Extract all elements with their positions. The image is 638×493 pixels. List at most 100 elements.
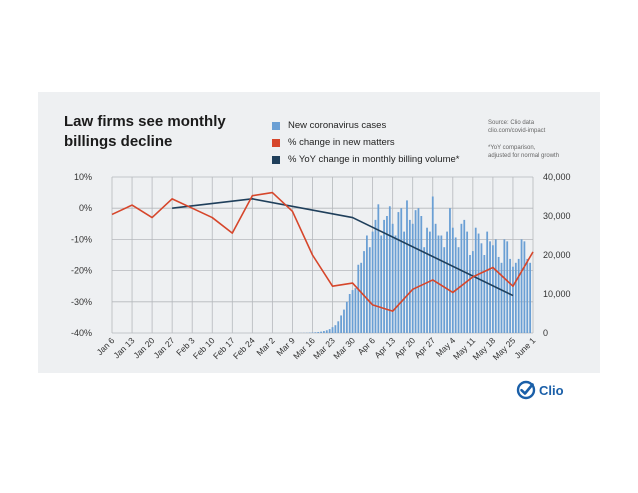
case-bar: [397, 212, 400, 333]
case-bar: [317, 332, 320, 333]
case-bar: [331, 327, 334, 333]
case-bar: [443, 247, 446, 333]
case-bar: [520, 239, 523, 333]
case-bar: [411, 223, 414, 333]
x-axis-tick-label: Jan 13: [111, 335, 136, 360]
left-axis-tick-label: -30%: [71, 297, 92, 307]
chart-title-line-2: billings decline: [64, 133, 173, 150]
x-axis-tick-label: Apr 27: [412, 335, 437, 360]
new-matters-line: [111, 191, 534, 312]
case-bar: [523, 241, 526, 333]
source-line-1: Source: Clio data: [488, 120, 535, 126]
case-bar: [471, 251, 474, 333]
right-axis-tick-label: 10,000: [543, 289, 571, 299]
case-bar: [451, 227, 454, 333]
case-bar: [388, 206, 391, 333]
source-line-2: clio.com/covid-impact: [488, 128, 546, 134]
x-axis-tick-label: Jan 27: [151, 335, 176, 360]
x-axis-tick-label: Feb 24: [231, 335, 257, 361]
case-bar: [454, 237, 457, 333]
case-bar: [526, 258, 529, 333]
case-bar: [463, 219, 466, 333]
x-axis-tick-label: Apr 13: [372, 335, 397, 360]
case-bar: [408, 219, 411, 333]
case-bar: [423, 247, 426, 333]
case-bar: [517, 258, 520, 333]
case-bar: [383, 219, 385, 333]
case-bar: [334, 325, 337, 333]
chart-legend: New coronavirus cases % change in new ma…: [272, 117, 459, 168]
legend-item-matters: % change in new matters: [272, 134, 459, 151]
right-axis-tick-label: 20,000: [543, 250, 571, 260]
case-bar: [345, 301, 348, 333]
case-bar: [420, 216, 423, 333]
case-bar: [386, 216, 388, 333]
case-bar: [469, 255, 471, 333]
case-bar: [368, 247, 371, 333]
check-circle-icon: [516, 380, 536, 400]
legend-label-matters: % change in new matters: [288, 137, 395, 148]
case-bar: [337, 321, 340, 333]
case-bar: [380, 235, 383, 333]
case-bar: [477, 233, 480, 333]
case-bar: [429, 231, 431, 333]
case-bar: [406, 200, 408, 333]
clio-logo: Clio: [516, 380, 564, 400]
footnote-line-2: adjusted for normal growth: [488, 153, 560, 159]
case-bar: [431, 196, 434, 333]
case-bar: [434, 223, 437, 333]
case-bar: [492, 245, 494, 333]
case-bar: [509, 258, 511, 333]
x-axis-tick-label: Apr 20: [392, 335, 417, 360]
legend-swatch-billing: [272, 155, 280, 164]
chart-title-line-1: Law firms see monthly: [64, 113, 226, 130]
case-bar: [394, 235, 397, 333]
case-bar: [529, 262, 532, 333]
legend-item-billing: % YoY change in monthly billing volume*: [272, 151, 459, 168]
case-bar: [489, 241, 491, 333]
case-bar: [360, 262, 363, 333]
case-bar: [506, 241, 509, 333]
case-bar: [366, 235, 368, 333]
case-bar: [348, 294, 351, 333]
case-bar: [457, 247, 460, 333]
case-bar: [460, 223, 463, 333]
x-axis-tick-label: May 25: [491, 335, 518, 362]
clio-logo-text: Clio: [539, 382, 564, 398]
case-bar: [363, 251, 365, 333]
source-note: Source: Clio data clio.com/covid-impact …: [488, 119, 588, 160]
left-axis-tick-label: -20%: [71, 266, 92, 276]
x-axis-tick-label: June 1: [512, 335, 537, 360]
case-bar: [474, 227, 477, 333]
case-bar: [400, 208, 403, 333]
case-bar: [500, 262, 503, 333]
x-axis-tick-label: Jan 20: [131, 335, 156, 360]
x-axis-tick-label: Mar 2: [254, 335, 277, 358]
right-axis-tick-label: 40,000: [543, 172, 571, 182]
left-axis-tick-label: -40%: [71, 328, 92, 338]
legend-label-billing: % YoY change in monthly billing volume*: [288, 154, 460, 165]
case-bar: [357, 264, 360, 333]
right-axis-tick-label: 30,000: [543, 211, 571, 221]
case-bar: [374, 219, 377, 333]
case-bar: [417, 208, 420, 333]
case-bar: [497, 256, 500, 333]
legend-swatch-matters: [272, 138, 280, 147]
left-axis-tick-label: 0%: [79, 203, 92, 213]
case-bar: [480, 243, 483, 333]
case-bar: [449, 208, 451, 333]
case-bar: [391, 223, 394, 333]
case-bar: [494, 239, 497, 333]
case-bar: [483, 255, 486, 333]
chart-title: Law firms see monthly billings decline: [64, 112, 264, 152]
case-bar: [371, 231, 374, 333]
case-bar: [446, 231, 448, 333]
legend-swatch-cases: [272, 121, 280, 130]
billing-volume-line: [172, 198, 514, 297]
left-axis-tick-label: -10%: [71, 234, 92, 244]
case-bar: [503, 239, 506, 333]
case-bar: [314, 332, 317, 333]
case-bar: [351, 290, 354, 333]
case-bar: [512, 266, 514, 333]
